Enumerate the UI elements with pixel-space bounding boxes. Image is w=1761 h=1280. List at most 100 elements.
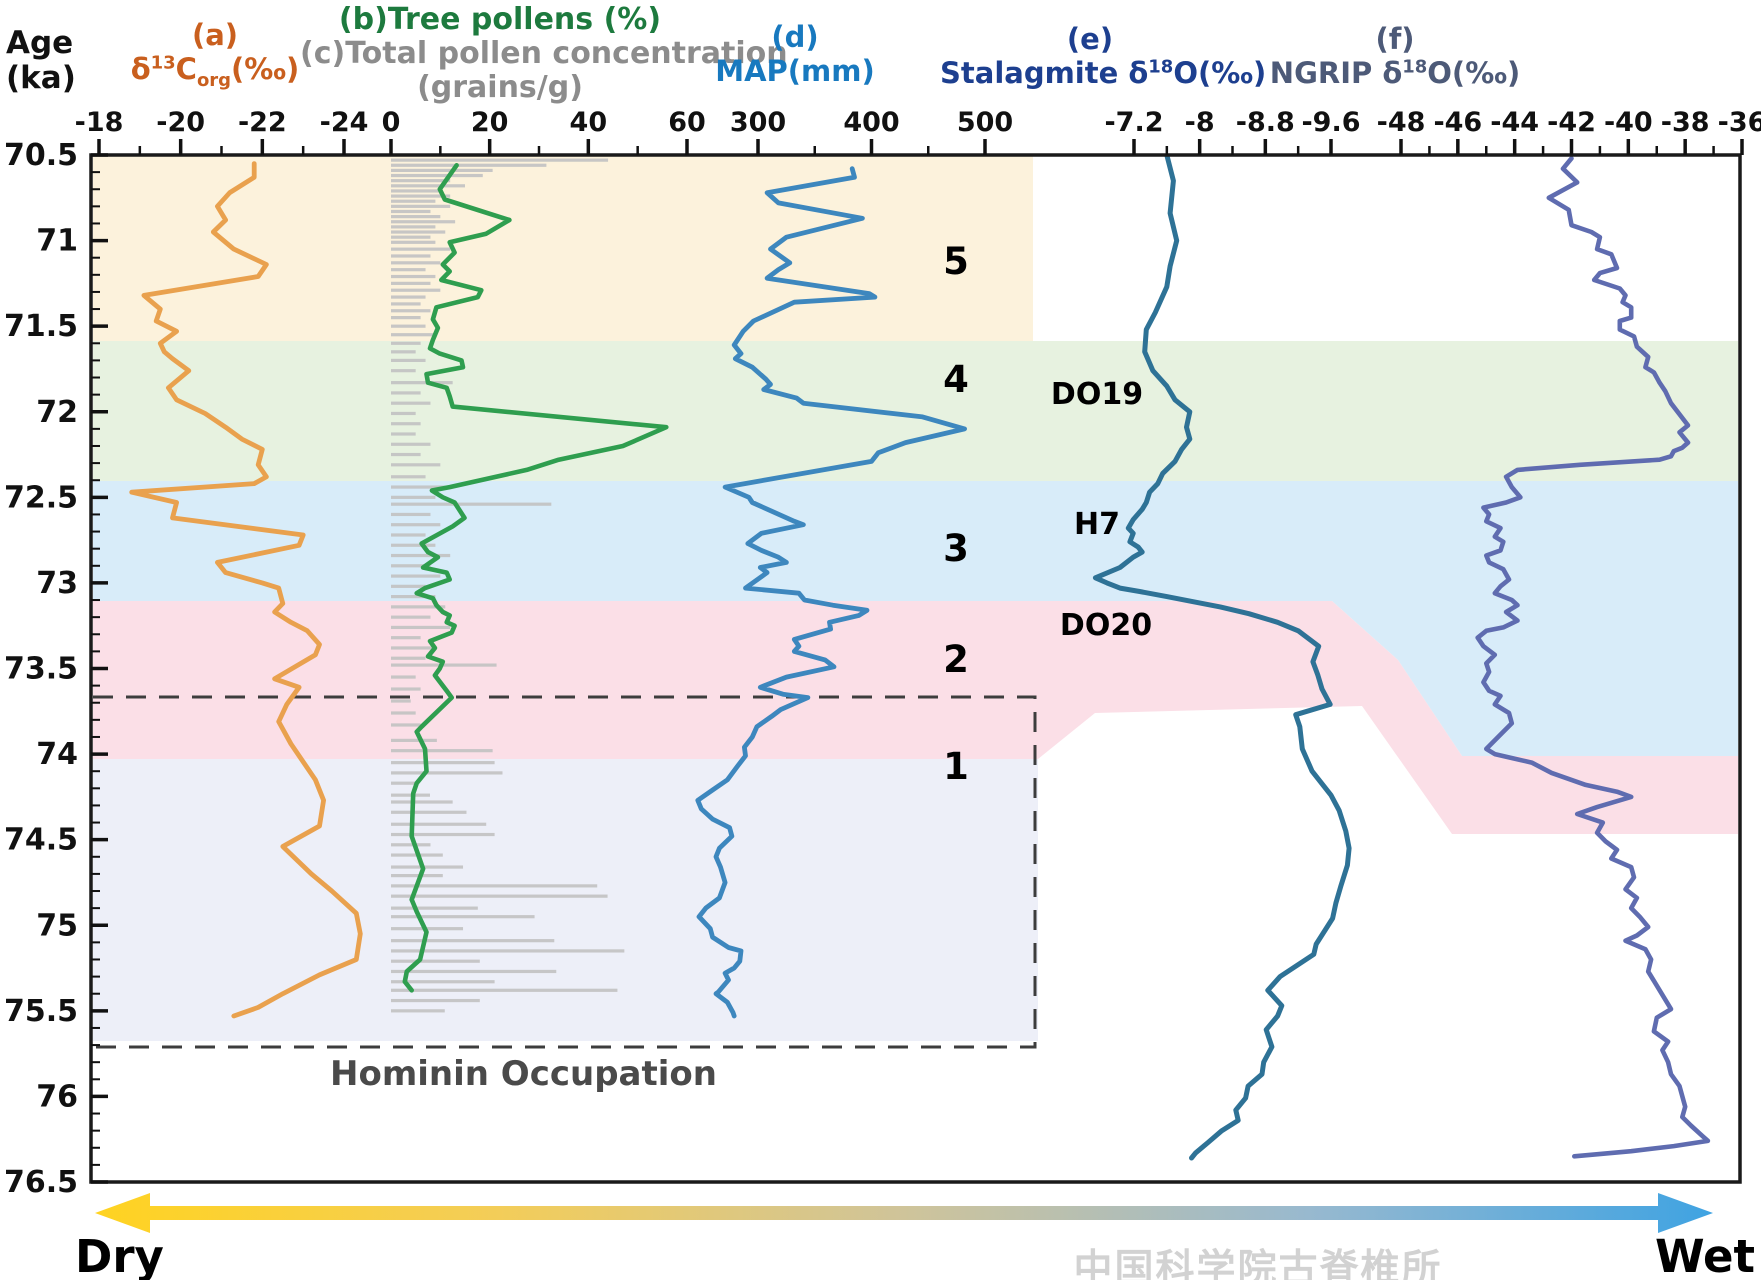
panel-d-title: MAP(mm) xyxy=(715,54,875,88)
pollen-bar xyxy=(391,810,467,814)
watermark-text: 中国科学院古脊椎所 xyxy=(1073,1247,1443,1280)
d13c_org_permil-curve xyxy=(129,161,363,1019)
pollen-bar xyxy=(391,800,453,804)
d13c-tick-label: -22 xyxy=(238,107,287,138)
pollen-bar xyxy=(391,771,503,775)
pollen-bar xyxy=(391,723,421,727)
pollen-concentration-bars xyxy=(391,158,625,1013)
pollen-bar xyxy=(391,316,421,320)
age-tick-label: 72.5 xyxy=(4,480,78,515)
pollen-bar xyxy=(391,543,436,547)
zone2-band xyxy=(93,601,1738,834)
pollen-bar xyxy=(391,906,478,910)
pollen-bar xyxy=(391,949,625,953)
ngrip-tick-label: -36 xyxy=(1718,107,1761,138)
pollen-bar xyxy=(391,274,436,279)
pollen-bar xyxy=(391,595,436,599)
age-tick-label: 73 xyxy=(36,566,78,601)
pollen-bar xyxy=(391,235,431,239)
panel-f-tag: (f) xyxy=(1375,22,1415,56)
pollen-bar xyxy=(391,381,453,385)
pollen-bar xyxy=(391,781,417,785)
pollen-bar xyxy=(391,230,446,234)
pollen-bar xyxy=(391,341,421,345)
pollen-bar xyxy=(391,699,411,703)
pollen-bar xyxy=(391,495,436,499)
zone-label-1: 1 xyxy=(943,745,969,788)
pollen-bar xyxy=(391,168,493,173)
d13c-tick-label: -18 xyxy=(75,107,124,138)
zone-label-2: 2 xyxy=(943,638,969,681)
pollen-bar xyxy=(391,553,451,558)
pollen-bar xyxy=(391,240,436,244)
pollen-bar xyxy=(391,220,456,224)
d13c-tick-label: -20 xyxy=(156,107,205,138)
pollen-bar xyxy=(391,173,483,178)
pollen-bar xyxy=(391,959,480,963)
pollen-bar xyxy=(391,261,441,265)
pollen-bar xyxy=(391,832,495,837)
pollen-bar xyxy=(391,533,426,537)
pollen-tick-label: 40 xyxy=(570,107,608,138)
ngrip-tick-label: -38 xyxy=(1661,107,1710,138)
pollen-bar xyxy=(391,675,416,679)
pollen-bar xyxy=(391,969,557,974)
age-tick-label: 75 xyxy=(36,908,78,943)
pollen-bar xyxy=(391,980,495,984)
zone-label-5: 5 xyxy=(943,240,969,283)
pollen-bar xyxy=(391,215,441,219)
pollen-bar xyxy=(391,302,421,306)
pollen-bar xyxy=(391,574,441,578)
map_mm-curve xyxy=(695,166,967,1019)
pollen-bar xyxy=(391,584,426,588)
ngrip-tick-label: -42 xyxy=(1547,107,1596,138)
pollen-bar xyxy=(391,358,426,362)
panel-a-title: δ13Corg(‰) xyxy=(130,52,300,91)
pollen-bar xyxy=(391,939,555,943)
ngrip_d18o_permil-curve xyxy=(1475,156,1711,1159)
pollen-bar xyxy=(391,209,431,214)
dry-wet-gradient-arrow xyxy=(95,1193,1713,1233)
pollen-bar xyxy=(391,874,443,878)
pollen-bar xyxy=(391,894,608,898)
event-label-do20: DO20 xyxy=(1059,608,1153,643)
event-label-do19: DO19 xyxy=(1050,377,1144,412)
pollen-bar xyxy=(391,268,426,272)
pollen-bar xyxy=(391,163,547,167)
age-tick-label: 71.5 xyxy=(4,309,78,344)
pollen-bar xyxy=(391,988,618,992)
pollen-bar xyxy=(391,687,421,691)
age-axis-ticks: 70.5 71 71.5 72 72.5 73 73.5 74 74.5 75 75.5 76 76.5 xyxy=(4,138,108,1200)
curves xyxy=(129,156,1711,1161)
zone3-band xyxy=(93,481,1738,756)
map-tick-label: 400 xyxy=(843,107,899,138)
pollen-bar xyxy=(391,254,431,258)
tree_pollen_pct-curve xyxy=(402,163,669,993)
panel-a-tag: (a) xyxy=(191,18,239,52)
pollen-bar xyxy=(391,884,598,888)
pollen-bar xyxy=(391,199,436,203)
pollen-bar xyxy=(391,843,431,847)
age-tick-label: 76.5 xyxy=(4,1165,78,1200)
pollen-bar xyxy=(391,442,431,446)
pollen-bar xyxy=(391,761,495,765)
pollen-bar xyxy=(391,411,416,416)
pollen-bar xyxy=(391,194,451,198)
pollen-bar xyxy=(391,324,426,328)
map-tick-label: 500 xyxy=(957,107,1013,138)
pollen-tick-label: 20 xyxy=(471,107,509,138)
zone5-band xyxy=(93,155,1033,341)
stal-tick-label: -9.6 xyxy=(1301,107,1360,138)
hominin-occupation-label: Hominin Occupation xyxy=(330,1054,717,1094)
panel-e-tag: (e) xyxy=(1066,22,1114,56)
zone4-band xyxy=(93,341,1738,481)
stal-tick-label: -7.2 xyxy=(1104,107,1163,138)
d13c-tick-label: -24 xyxy=(320,107,369,138)
ngrip-tick-label: -44 xyxy=(1490,107,1539,138)
age-tick-label: 71 xyxy=(36,224,78,259)
pollen-bar xyxy=(391,738,437,742)
pollen-bar xyxy=(391,225,436,229)
pollen-tick-label: 60 xyxy=(668,107,706,138)
age-tick-label: 76 xyxy=(36,1079,78,1114)
age-tick-label: 73.5 xyxy=(4,652,78,687)
